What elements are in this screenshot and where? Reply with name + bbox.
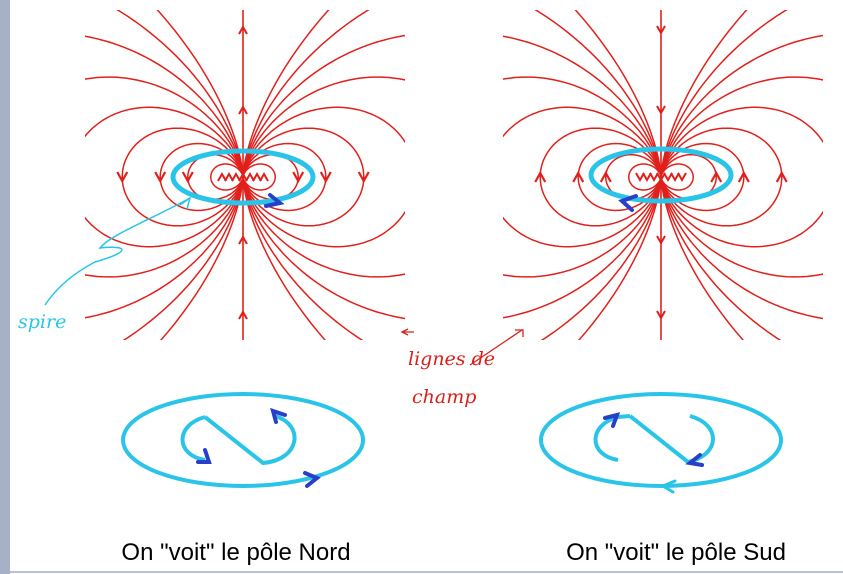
field-line [540, 128, 661, 226]
coil-label: spire [18, 311, 66, 333]
face-ellipse [123, 394, 363, 486]
arrow [678, 173, 686, 180]
field-line [243, 0, 843, 502]
field-line [132, 0, 661, 391]
field-line [122, 128, 243, 226]
field-line [661, 33, 843, 321]
field-line [661, 0, 843, 391]
field-label: champ [412, 386, 476, 408]
side-bar [0, 0, 10, 574]
field-label: lignes de [408, 348, 495, 370]
current-arrow [198, 450, 209, 462]
caption: On "voit" le pôle Nord [121, 539, 350, 566]
diagram: spire lignes de champ On "voit" le pôle … [0, 0, 843, 574]
field-line [0, 77, 243, 277]
current-arrow [690, 455, 702, 465]
pointer [45, 198, 190, 305]
field-line [243, 0, 772, 391]
arrow [260, 174, 268, 181]
n-symbol [183, 416, 295, 463]
field-line [661, 0, 843, 502]
pointer [402, 329, 414, 335]
field-line [0, 0, 661, 502]
field-line [243, 128, 364, 226]
field-line [661, 128, 782, 226]
caption: On "voit" le pôle Sud [566, 539, 786, 566]
slide: spire lignes de champ On "voit" le pôle … [0, 0, 843, 574]
